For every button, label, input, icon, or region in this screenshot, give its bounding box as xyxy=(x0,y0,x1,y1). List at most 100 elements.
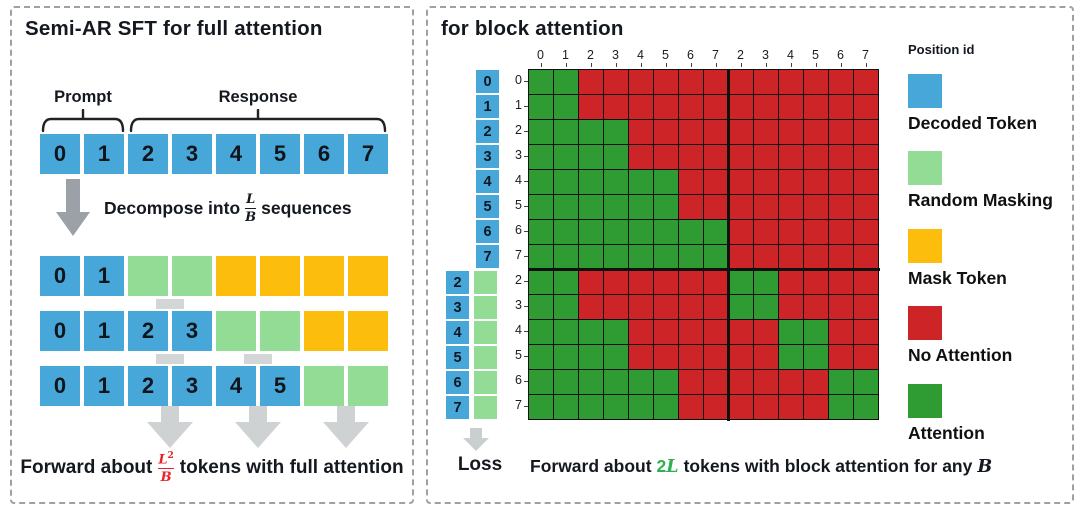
highlight-2l: 2L xyxy=(656,456,679,477)
no-attention-cell xyxy=(729,145,754,170)
no-attention-cell xyxy=(729,70,754,95)
attention-cell xyxy=(529,220,554,245)
no-attention-cell xyxy=(579,70,604,95)
no-attention-cell xyxy=(854,120,879,145)
token-cell xyxy=(216,256,256,296)
left-panel: Semi-AR SFT for full attention Prompt Re… xyxy=(10,6,414,504)
attention-cell xyxy=(529,245,554,270)
attention-cell xyxy=(579,370,604,395)
no-attention-cell xyxy=(754,95,779,120)
attention-cell xyxy=(829,395,854,420)
legend-label: Attention xyxy=(908,423,985,443)
token-cell: 1 xyxy=(84,366,124,406)
attention-cell xyxy=(554,195,579,220)
token-cell xyxy=(304,311,344,351)
position-id-square: 3 xyxy=(476,145,499,168)
token-cell xyxy=(304,366,344,406)
legend-label: No Attention xyxy=(908,345,1013,365)
no-attention-cell xyxy=(779,395,804,420)
fraction-numerator: L2 xyxy=(158,451,174,468)
attention-cell xyxy=(629,170,654,195)
right-footer-caption: Forward about 2L tokens with block atten… xyxy=(530,456,992,477)
attention-cell xyxy=(779,320,804,345)
no-attention-cell xyxy=(579,270,604,295)
no-attention-cell xyxy=(679,95,704,120)
no-attention-cell xyxy=(854,245,879,270)
attention-cell xyxy=(804,345,829,370)
no-attention-cell xyxy=(679,120,704,145)
attention-cell xyxy=(554,70,579,95)
no-attention-cell xyxy=(829,245,854,270)
mask-token-square xyxy=(474,271,497,294)
attention-cell xyxy=(654,220,679,245)
token-cell: 4 xyxy=(216,366,256,406)
left-footer-caption: Forward about L2 B tokens with full atte… xyxy=(12,452,412,484)
blue-swatch-icon xyxy=(908,74,942,108)
mask-token-square xyxy=(474,371,497,394)
attention-cell xyxy=(604,345,629,370)
matrix-row-label: 6 xyxy=(496,223,529,239)
attention-cell xyxy=(604,195,629,220)
legend-item: No Attention xyxy=(908,306,1012,366)
matrix-col-header: 3 xyxy=(603,48,628,67)
attention-cell xyxy=(704,245,729,270)
no-attention-cell xyxy=(779,370,804,395)
matrix-row-label: 5 xyxy=(496,348,529,364)
token-cell: 2 xyxy=(128,134,168,174)
no-attention-cell xyxy=(829,170,854,195)
no-attention-cell xyxy=(704,195,729,220)
matrix-col-header: 4 xyxy=(628,48,653,67)
no-attention-cell xyxy=(829,70,854,95)
no-attention-cell xyxy=(629,295,654,320)
attention-cell xyxy=(579,320,604,345)
no-attention-cell xyxy=(679,295,704,320)
no-attention-cell xyxy=(779,170,804,195)
no-attention-cell xyxy=(754,345,779,370)
no-attention-cell xyxy=(679,145,704,170)
no-attention-cell xyxy=(779,120,804,145)
no-attention-cell xyxy=(629,345,654,370)
no-attention-cell xyxy=(804,270,829,295)
matrix-col-header: 3 xyxy=(753,48,778,67)
attention-cell xyxy=(854,370,879,395)
matrix-col-header: 1 xyxy=(553,48,578,67)
no-attention-cell xyxy=(729,95,754,120)
matrix-row-label: 1 xyxy=(496,98,529,114)
no-attention-cell xyxy=(779,95,804,120)
attention-cell xyxy=(654,195,679,220)
attention-cell xyxy=(604,120,629,145)
attention-cell xyxy=(554,145,579,170)
decompose-prefix: Decompose into xyxy=(104,197,241,218)
no-attention-cell xyxy=(679,395,704,420)
token-cell: 0 xyxy=(40,366,80,406)
prompt-brace xyxy=(41,109,125,133)
attention-cell xyxy=(554,120,579,145)
math-b: B xyxy=(977,456,993,477)
block-separator-horizontal xyxy=(528,268,880,271)
no-attention-cell xyxy=(829,145,854,170)
attention-cell xyxy=(604,370,629,395)
block-separator-vertical xyxy=(727,69,730,421)
response-brace xyxy=(129,109,387,133)
no-attention-cell xyxy=(804,370,829,395)
attention-cell xyxy=(554,320,579,345)
attention-cell xyxy=(604,395,629,420)
token-cell xyxy=(216,311,256,351)
token-cell xyxy=(348,366,388,406)
no-attention-cell xyxy=(779,295,804,320)
attention-matrix xyxy=(528,69,879,420)
attention-cell xyxy=(604,245,629,270)
mask-token-square xyxy=(474,321,497,344)
token-cell: 5 xyxy=(260,134,300,174)
no-attention-cell xyxy=(729,395,754,420)
no-attention-cell xyxy=(579,95,604,120)
matrix-col-header: 5 xyxy=(653,48,678,67)
position-id-square: 4 xyxy=(476,170,499,193)
red-swatch-icon xyxy=(908,306,942,340)
attention-cell xyxy=(529,120,554,145)
no-attention-cell xyxy=(629,270,654,295)
no-attention-cell xyxy=(754,320,779,345)
no-attention-cell xyxy=(854,170,879,195)
attention-cell xyxy=(679,220,704,245)
